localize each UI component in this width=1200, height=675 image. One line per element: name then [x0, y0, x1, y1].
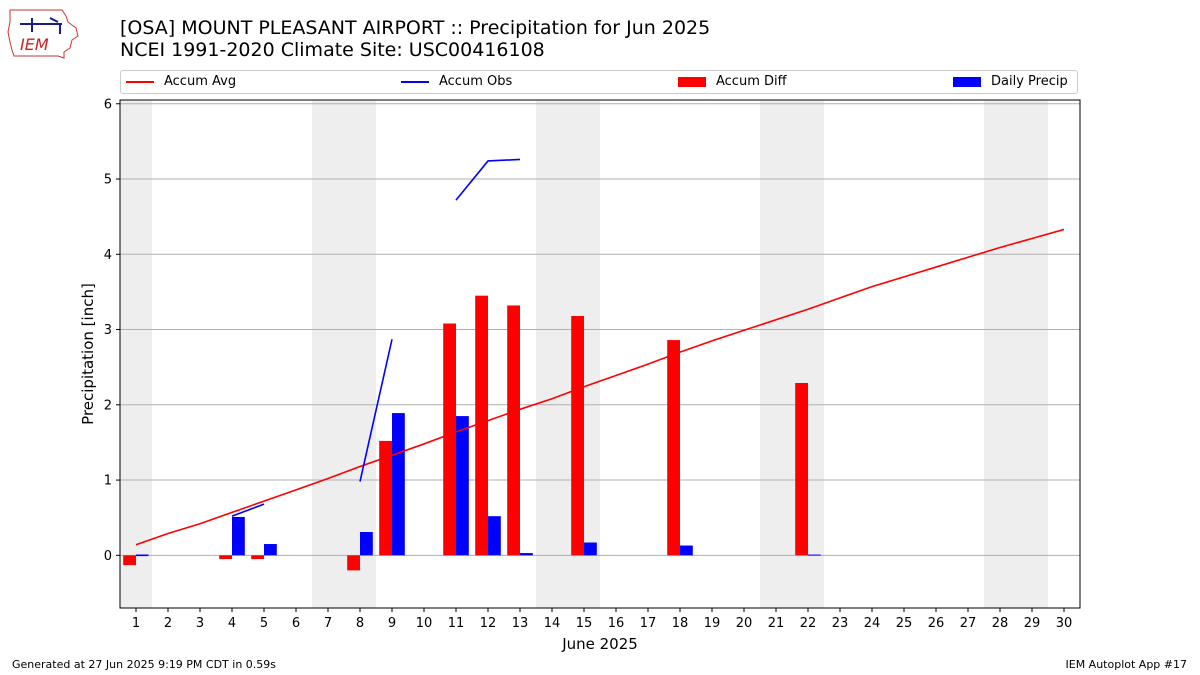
legend-swatch-daily-precip: [953, 76, 981, 87]
y-tick-label: 3: [104, 323, 112, 338]
daily-precip-bar: [584, 542, 597, 556]
x-tick-label: 11: [448, 616, 465, 631]
x-tick-label: 8: [356, 616, 364, 631]
y-tick-label: 2: [104, 398, 112, 413]
line-series: [135, 158, 1065, 557]
daily-precip-bar: [488, 516, 501, 556]
x-tick-label: 27: [960, 616, 977, 631]
legend-swatch-accum-avg: [126, 80, 154, 83]
x-tick-label: 20: [736, 616, 753, 631]
accum-avg-line: [135, 228, 1065, 546]
legend-label: Accum Obs: [439, 74, 513, 89]
accum-diff-bar: [347, 555, 360, 571]
accum-obs-line: [359, 339, 393, 482]
footer-generated: Generated at 27 Jun 2025 9:19 PM CDT in …: [12, 658, 277, 671]
x-axis-label: June 2025: [561, 635, 638, 653]
legend-label: Accum Avg: [164, 74, 237, 89]
x-tick-label: 25: [896, 616, 913, 631]
y-tick-label: 6: [104, 97, 112, 112]
weekend-shading: [120, 100, 1048, 608]
x-tick-label: 29: [1024, 616, 1041, 631]
daily-precip-bar: [680, 545, 693, 556]
x-tick-label: 7: [324, 616, 332, 631]
y-tick-label: 4: [104, 248, 112, 263]
accum-obs-line: [231, 503, 265, 517]
y-tick-label: 1: [104, 474, 112, 489]
x-tick-label: 16: [608, 616, 625, 631]
x-axis-ticks: 1 2 3 4 5 6 7 8 9 10 11 12 13 14 15 16 17 18 19 20 21 22 23 24 2…: [132, 608, 1072, 631]
iem-logo: IEM: [7, 9, 79, 59]
x-tick-label: 1: [132, 616, 140, 631]
bar-series: [123, 295, 821, 571]
x-tick-label: 26: [928, 616, 945, 631]
title-block: [OSA] MOUNT PLEASANT AIRPORT :: Precipit…: [120, 17, 710, 61]
y-axis-ticks: 0 1 2 3 4 5 6: [104, 97, 120, 564]
accum-diff-bar: [667, 340, 680, 556]
legend-item-accum-obs: Accum Obs: [401, 74, 512, 89]
x-tick-label: 12: [480, 616, 497, 631]
accum-diff-bar: [443, 323, 456, 556]
iowa-state-outline: [7, 9, 79, 59]
x-tick-label: 19: [704, 616, 721, 631]
x-tick-label: 21: [768, 616, 785, 631]
x-tick-label: 30: [1056, 616, 1073, 631]
daily-precip-bar: [392, 413, 405, 556]
legend-label: Accum Diff: [716, 74, 787, 89]
daily-precip-bar: [520, 553, 533, 556]
accum-obs-line: [455, 158, 521, 201]
weekend-band: [536, 100, 600, 608]
daily-precip-bar: [232, 516, 245, 556]
x-tick-label: 23: [832, 616, 849, 631]
x-tick-label: 22: [800, 616, 817, 631]
x-tick-label: 24: [864, 616, 881, 631]
chart-legend: Accum Avg Accum Obs Accum Diff Daily Pre…: [120, 70, 1078, 94]
y-tick-label: 5: [104, 173, 112, 188]
x-tick-label: 10: [416, 616, 433, 631]
daily-precip-bar: [264, 544, 277, 556]
x-tick-label: 28: [992, 616, 1009, 631]
logo-text: IEM: [20, 35, 49, 54]
y-axis-label: Precipitation [inch]: [79, 283, 97, 425]
accum-diff-bar: [571, 315, 584, 556]
daily-precip-bar: [808, 554, 821, 556]
legend-label: Daily Precip: [991, 74, 1068, 89]
x-tick-label: 3: [196, 616, 204, 631]
weekend-band: [120, 100, 152, 608]
accum-diff-bar: [507, 305, 520, 556]
x-tick-label: 17: [640, 616, 657, 631]
chart-title: [OSA] MOUNT PLEASANT AIRPORT :: Precipit…: [120, 17, 711, 39]
x-tick-label: 2: [164, 616, 172, 631]
accum-diff-bar: [475, 295, 488, 556]
x-tick-label: 14: [544, 616, 561, 631]
accum-diff-bar: [251, 555, 264, 560]
x-tick-label: 9: [388, 616, 396, 631]
weekend-band: [984, 100, 1048, 608]
x-tick-label: 5: [260, 616, 268, 631]
grid-lines: [120, 103, 1080, 556]
legend-item-accum-avg: Accum Avg: [126, 74, 236, 89]
accum-diff-bar: [123, 555, 136, 566]
legend-item-daily-precip: Daily Precip: [953, 74, 1068, 89]
plot-frame: [119, 99, 1081, 609]
footer-app: IEM Autoplot App #17: [1065, 658, 1188, 671]
accum-diff-bar: [795, 382, 808, 556]
x-tick-label: 15: [576, 616, 593, 631]
chart-subtitle: NCEI 1991-2020 Climate Site: USC00416108: [120, 39, 545, 61]
legend-swatch-accum-diff: [678, 76, 706, 87]
accum-diff-bar: [379, 440, 392, 556]
weather-station-icon: [20, 17, 62, 34]
accum-diff-bar: [219, 555, 232, 560]
y-tick-label: 0: [104, 549, 112, 564]
legend-swatch-accum-obs: [401, 80, 429, 83]
x-tick-label: 13: [512, 616, 529, 631]
legend-item-accum-diff: Accum Diff: [678, 74, 787, 89]
x-tick-label: 6: [292, 616, 300, 631]
x-tick-label: 4: [228, 616, 236, 631]
weekend-band: [760, 100, 824, 608]
x-tick-label: 18: [672, 616, 689, 631]
weekend-band: [312, 100, 376, 608]
daily-precip-bar: [360, 531, 373, 556]
daily-precip-bar: [456, 416, 469, 556]
